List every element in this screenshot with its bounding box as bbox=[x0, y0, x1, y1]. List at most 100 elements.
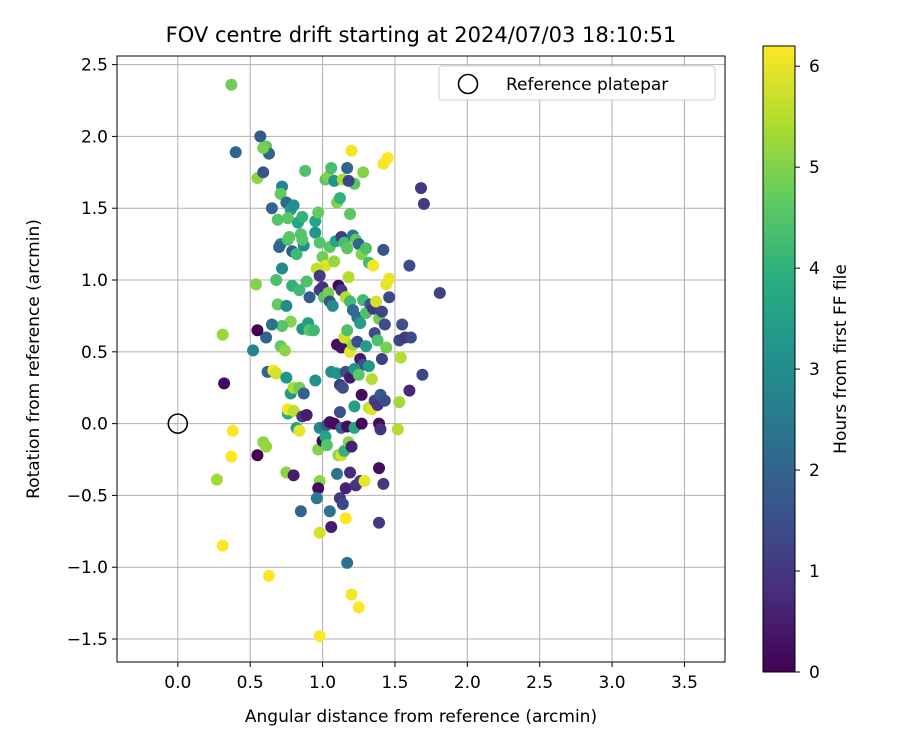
y-tick-label: −1.0 bbox=[67, 558, 108, 578]
data-point bbox=[331, 467, 344, 480]
data-point bbox=[373, 462, 386, 475]
data-point bbox=[357, 166, 370, 179]
data-point bbox=[251, 449, 264, 462]
data-point bbox=[341, 556, 354, 569]
data-point bbox=[342, 271, 355, 284]
data-point bbox=[403, 259, 416, 272]
data-point bbox=[375, 305, 388, 318]
data-point bbox=[358, 475, 371, 488]
data-point bbox=[270, 367, 283, 380]
x-axis-label: Angular distance from reference (arcmin) bbox=[245, 707, 597, 727]
colorbar-tick-label: 5 bbox=[809, 158, 820, 178]
data-point bbox=[249, 278, 262, 291]
data-point bbox=[333, 192, 346, 205]
data-point bbox=[300, 409, 313, 422]
data-point bbox=[394, 351, 407, 364]
data-point bbox=[383, 291, 396, 304]
data-point bbox=[280, 371, 293, 384]
data-point bbox=[362, 360, 375, 373]
data-point bbox=[290, 248, 303, 261]
data-point bbox=[344, 207, 357, 220]
data-point bbox=[416, 368, 429, 381]
x-tick-label: 2.0 bbox=[454, 673, 481, 693]
data-point bbox=[367, 259, 380, 272]
data-point bbox=[348, 400, 361, 413]
colorbar: 0 1 2 3 4 5 6 Hours from first FF file bbox=[762, 45, 851, 683]
data-point bbox=[287, 404, 300, 417]
data-point bbox=[375, 353, 388, 365]
data-points bbox=[210, 78, 446, 643]
colorbar-tick-label: 0 bbox=[809, 663, 820, 683]
data-point bbox=[287, 199, 300, 212]
data-point bbox=[281, 212, 294, 225]
x-tick-label: 3.5 bbox=[671, 673, 698, 693]
data-point bbox=[344, 466, 357, 479]
y-tick-label: 1.5 bbox=[81, 199, 108, 219]
data-point bbox=[216, 539, 229, 552]
data-point bbox=[218, 377, 231, 390]
data-point bbox=[345, 440, 358, 453]
data-point bbox=[247, 344, 260, 357]
data-point bbox=[313, 630, 326, 643]
data-point bbox=[309, 374, 322, 387]
data-point bbox=[313, 526, 326, 539]
y-tick-label: 0.5 bbox=[81, 343, 108, 363]
colorbar-tick-label: 2 bbox=[809, 461, 820, 481]
data-point bbox=[352, 368, 365, 381]
data-point bbox=[391, 423, 404, 436]
x-axis-ticks: 0.0 0.5 1.0 1.5 2.0 2.5 3.0 3.5 bbox=[164, 662, 698, 693]
data-point bbox=[433, 286, 446, 299]
data-point bbox=[294, 505, 307, 518]
data-point bbox=[381, 151, 394, 164]
data-point bbox=[312, 482, 325, 495]
data-point bbox=[303, 291, 316, 304]
data-point bbox=[229, 146, 242, 159]
x-tick-label: 2.5 bbox=[526, 673, 553, 693]
y-tick-label: 2.0 bbox=[81, 127, 108, 147]
data-point bbox=[225, 78, 238, 91]
data-point bbox=[210, 473, 223, 486]
data-point bbox=[276, 319, 289, 332]
data-point bbox=[341, 242, 354, 255]
data-point bbox=[354, 317, 367, 330]
data-point bbox=[380, 341, 393, 354]
data-point bbox=[393, 396, 406, 409]
y-tick-label: −1.5 bbox=[67, 630, 108, 650]
data-point bbox=[415, 182, 427, 195]
data-point bbox=[359, 340, 372, 353]
data-point bbox=[383, 272, 396, 285]
data-point bbox=[355, 417, 368, 430]
data-point bbox=[378, 394, 391, 407]
data-point bbox=[309, 226, 322, 239]
data-point bbox=[373, 516, 386, 529]
data-point bbox=[341, 162, 354, 175]
data-point bbox=[370, 295, 383, 308]
y-tick-label: 2.5 bbox=[81, 56, 108, 76]
data-point bbox=[296, 233, 309, 246]
y-axis-ticks: −1.5 −1.0 −0.5 0.0 0.5 1.0 1.5 2.0 2.5 bbox=[67, 56, 117, 650]
x-tick-label: 0.5 bbox=[237, 673, 264, 693]
data-point bbox=[326, 299, 339, 312]
y-tick-label: 1.0 bbox=[81, 271, 108, 291]
data-point bbox=[371, 334, 384, 347]
data-point bbox=[307, 324, 320, 337]
plot-frame bbox=[116, 55, 726, 663]
reference-marker bbox=[167, 413, 189, 434]
data-point bbox=[403, 384, 416, 397]
data-point bbox=[257, 166, 270, 179]
data-point bbox=[271, 213, 284, 226]
colorbar-label: Hours from first FF file bbox=[831, 264, 851, 454]
y-tick-label: 0.0 bbox=[81, 415, 108, 435]
data-point bbox=[377, 477, 390, 490]
data-point bbox=[352, 601, 365, 614]
data-point bbox=[374, 423, 387, 436]
data-point bbox=[325, 162, 338, 175]
data-point bbox=[345, 588, 358, 601]
colorbar-tick-label: 6 bbox=[809, 57, 820, 77]
data-point bbox=[297, 387, 310, 400]
data-point bbox=[333, 406, 346, 419]
data-point bbox=[404, 331, 417, 344]
data-point bbox=[283, 230, 296, 243]
data-point bbox=[226, 424, 239, 437]
data-point bbox=[310, 492, 323, 505]
